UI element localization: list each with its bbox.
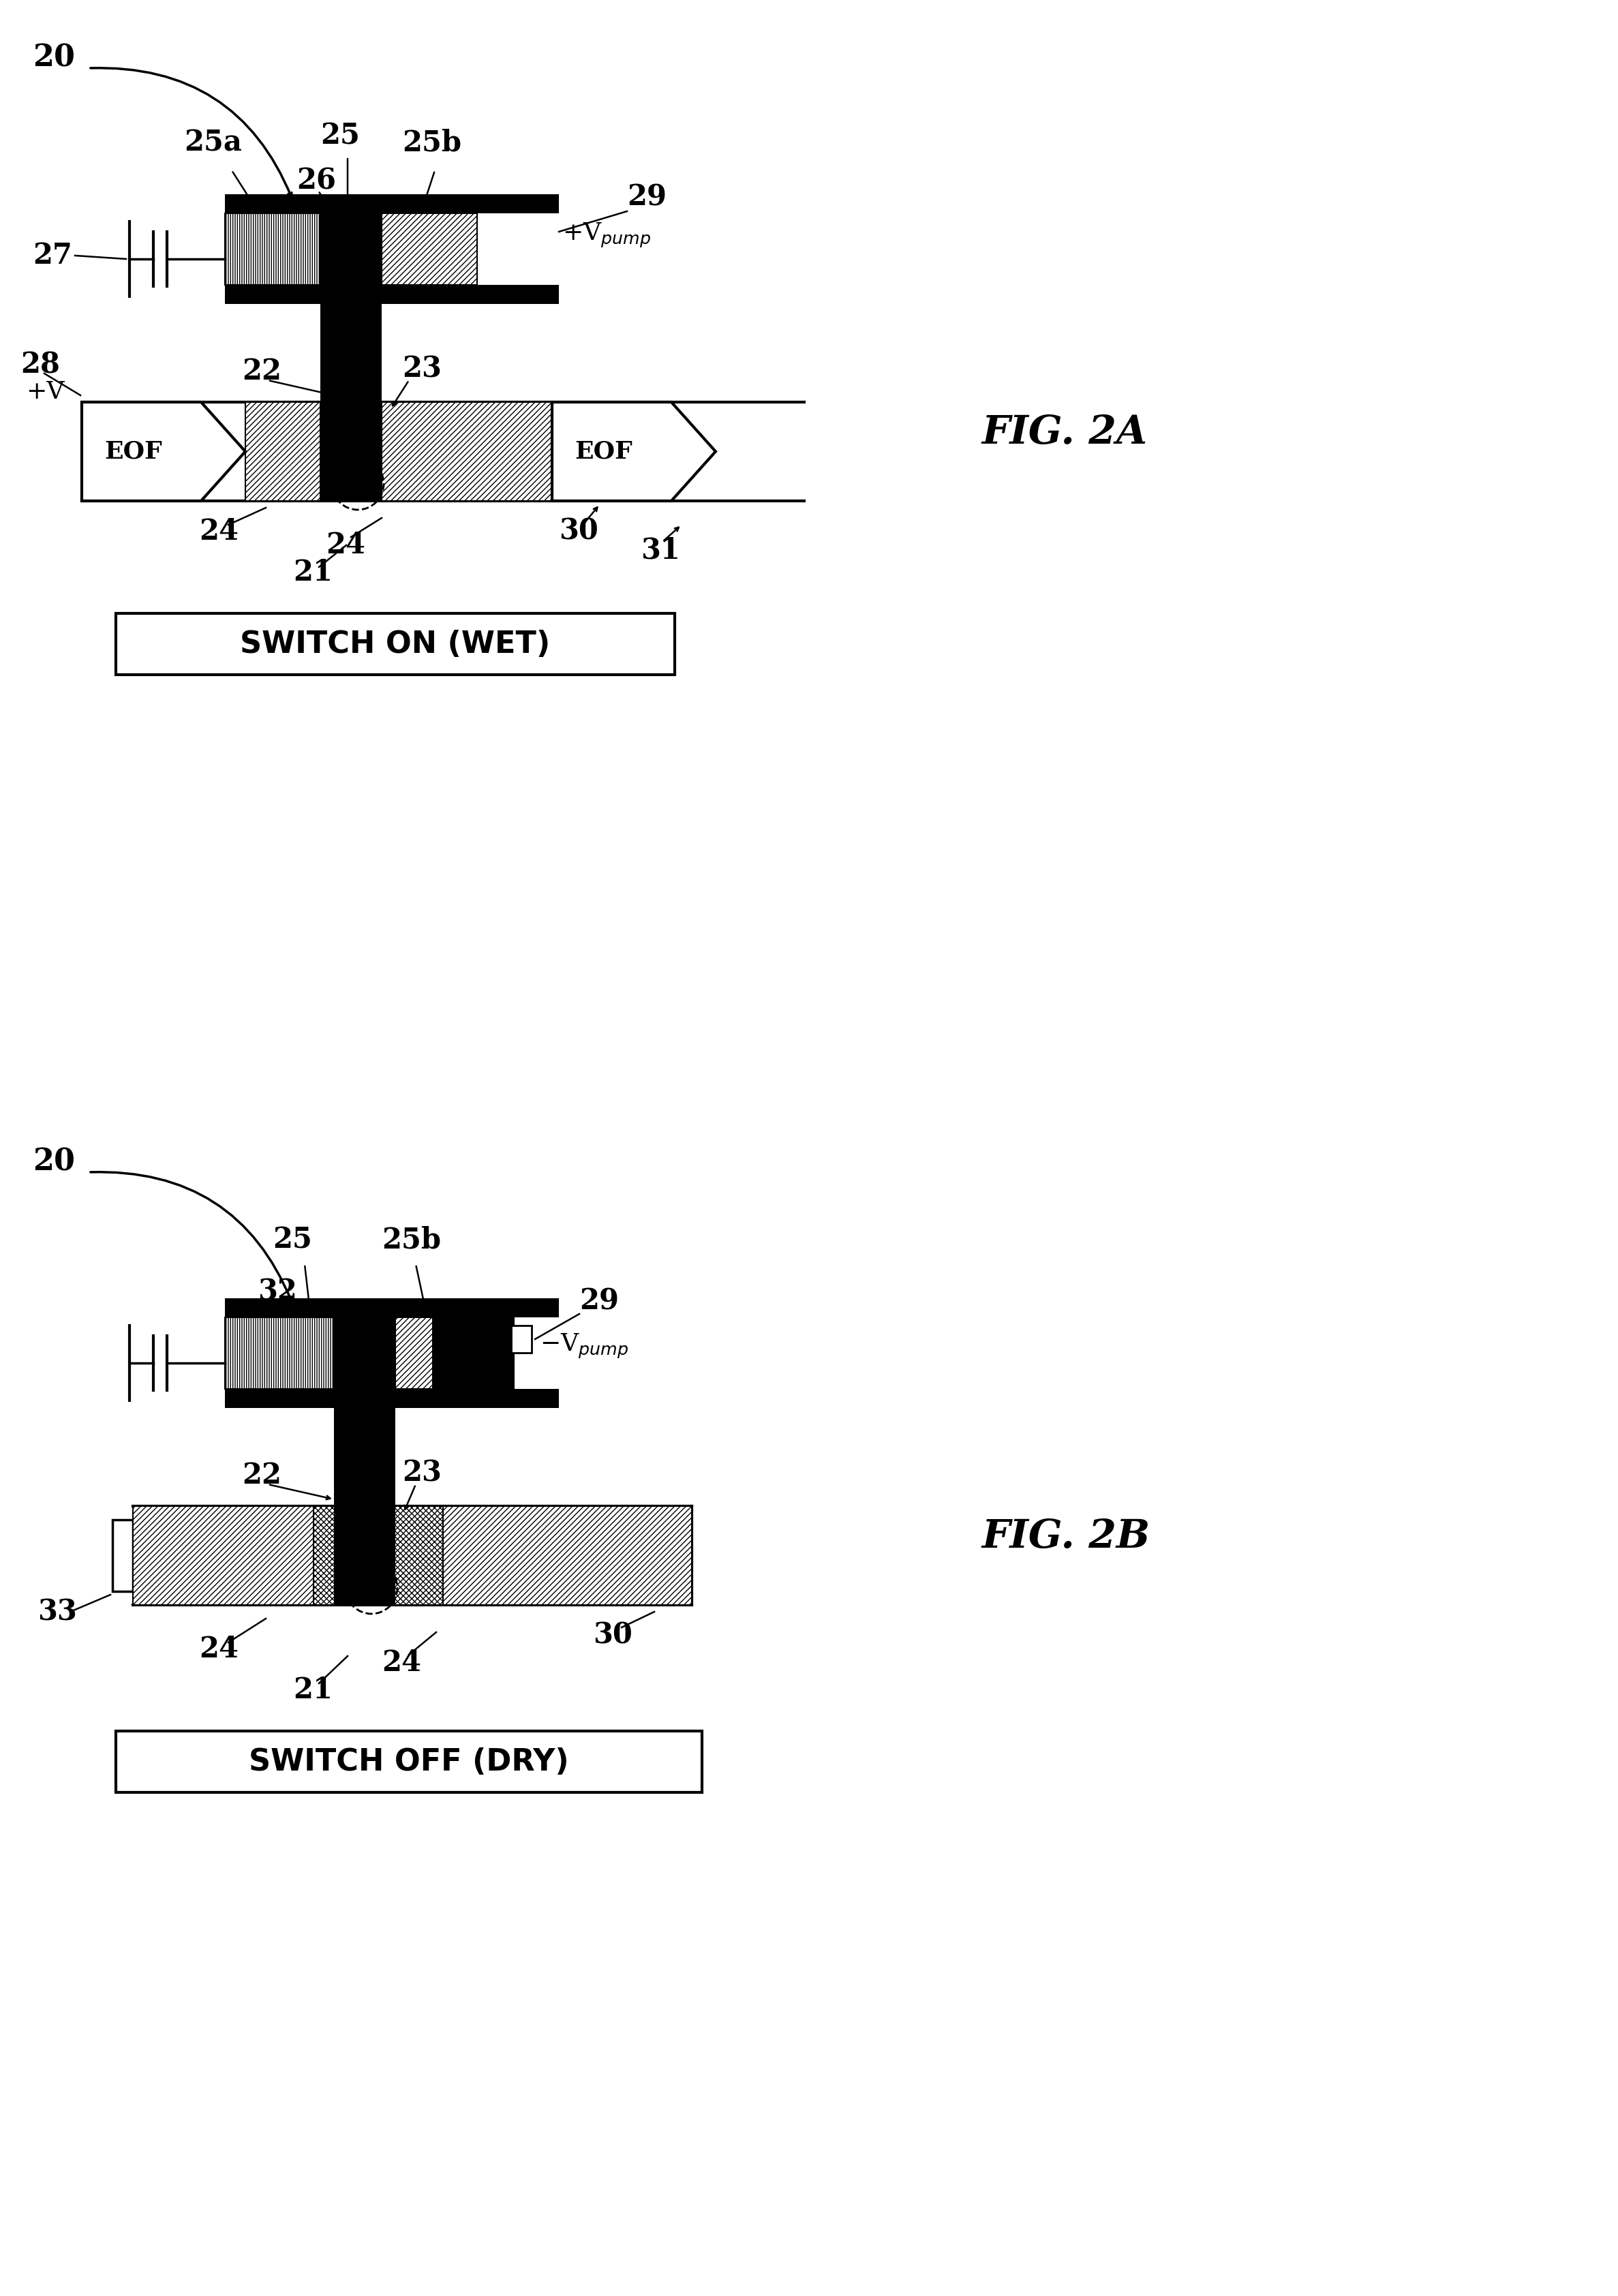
Bar — [225, 195, 558, 214]
Text: 28: 28 — [21, 351, 60, 379]
Bar — [382, 402, 552, 501]
Bar — [382, 214, 477, 285]
Text: 27: 27 — [32, 241, 73, 271]
Polygon shape — [83, 402, 246, 501]
Text: 31: 31 — [641, 537, 680, 565]
Text: 25a: 25a — [184, 129, 241, 158]
Text: +V: +V — [26, 381, 65, 404]
Text: 22: 22 — [243, 1460, 282, 1490]
Bar — [320, 303, 382, 409]
Text: 22: 22 — [243, 358, 282, 386]
Text: 24: 24 — [199, 1635, 238, 1665]
Bar — [225, 214, 320, 285]
Text: +V$_{pump}$: +V$_{pump}$ — [563, 220, 650, 250]
Text: 29: 29 — [628, 184, 667, 211]
Text: 25: 25 — [320, 122, 359, 152]
Text: 30: 30 — [558, 517, 599, 546]
Bar — [333, 1318, 395, 1389]
Bar — [116, 1731, 702, 1793]
Text: 21: 21 — [293, 558, 333, 588]
Bar — [133, 1506, 333, 1605]
Text: 20: 20 — [32, 44, 74, 73]
Text: FIG. 2A: FIG. 2A — [982, 413, 1147, 452]
Text: 32: 32 — [257, 1277, 298, 1306]
Bar — [511, 1325, 532, 1352]
Polygon shape — [552, 402, 715, 501]
Text: EOF: EOF — [104, 441, 162, 464]
Bar — [320, 402, 382, 501]
Bar — [225, 1297, 558, 1318]
Text: 21: 21 — [293, 1676, 333, 1704]
Bar — [113, 1520, 133, 1591]
Bar — [225, 285, 558, 303]
Text: FIG. 2B: FIG. 2B — [982, 1518, 1150, 1557]
Bar — [225, 1318, 333, 1389]
Text: 24: 24 — [199, 517, 238, 546]
Text: 25b: 25b — [403, 129, 461, 158]
Bar — [395, 1318, 432, 1389]
Bar — [225, 1389, 558, 1407]
Text: SWITCH ON (WET): SWITCH ON (WET) — [239, 629, 550, 659]
Bar — [246, 402, 320, 501]
Text: 24: 24 — [382, 1649, 421, 1676]
Text: $-$V$_{pump}$: $-$V$_{pump}$ — [540, 1332, 628, 1359]
Bar — [116, 613, 675, 675]
Bar — [333, 1407, 395, 1513]
Text: 26: 26 — [296, 165, 337, 195]
Text: 29: 29 — [579, 1288, 618, 1316]
Text: 33: 33 — [37, 1598, 76, 1626]
Bar — [432, 1318, 515, 1389]
Bar — [320, 214, 382, 285]
Text: 25: 25 — [272, 1226, 312, 1254]
Text: 23: 23 — [403, 1460, 442, 1488]
Text: 23: 23 — [403, 356, 442, 383]
Text: 30: 30 — [592, 1621, 633, 1651]
Text: EOF: EOF — [574, 441, 633, 464]
Text: 24: 24 — [325, 530, 366, 560]
Bar — [333, 1506, 395, 1605]
Text: 25b: 25b — [382, 1226, 442, 1254]
Bar — [395, 1506, 693, 1605]
Text: 20: 20 — [32, 1148, 74, 1176]
Text: SWITCH OFF (DRY): SWITCH OFF (DRY) — [249, 1747, 570, 1777]
Bar — [314, 1506, 443, 1605]
